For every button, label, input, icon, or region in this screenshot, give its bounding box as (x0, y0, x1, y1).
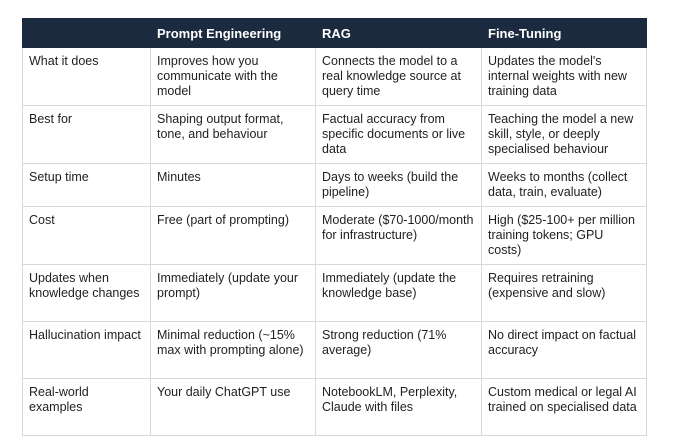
table-row: Hallucination impact Minimal reduction (… (22, 321, 647, 379)
prompt-engineering-cell: Minutes (150, 163, 316, 207)
rag-cell: Connects the model to a real knowledge s… (315, 47, 482, 106)
fine-tuning-cell: Weeks to months (collect data, train, ev… (481, 163, 647, 207)
rag-cell: Days to weeks (build the pipeline) (315, 163, 482, 207)
row-label: What it does (22, 47, 151, 106)
table-row: Real-world examples Your daily ChatGPT u… (22, 378, 647, 436)
header-cell-rag: RAG (315, 18, 482, 48)
row-label: Setup time (22, 163, 151, 207)
fine-tuning-cell: Requires retraining (expensive and slow) (481, 264, 647, 322)
row-label: Best for (22, 105, 151, 164)
table-body: What it does Improves how you communicat… (22, 47, 647, 436)
header-cell-fine-tuning: Fine-Tuning (481, 18, 647, 48)
prompt-engineering-cell: Improves how you communicate with the mo… (150, 47, 316, 106)
header-row: Prompt Engineering RAG Fine-Tuning (22, 18, 647, 48)
prompt-engineering-cell: Free (part of prompting) (150, 206, 316, 265)
rag-cell: Moderate ($70-1000/month for infrastruct… (315, 206, 482, 265)
table-header: Prompt Engineering RAG Fine-Tuning (22, 18, 647, 48)
header-cell-prompt-engineering: Prompt Engineering (150, 18, 316, 48)
prompt-engineering-cell: Immediately (update your prompt) (150, 264, 316, 322)
table-row: What it does Improves how you communicat… (22, 47, 647, 106)
fine-tuning-cell: Custom medical or legal AI trained on sp… (481, 378, 647, 436)
prompt-engineering-cell: Minimal reduction (~15% max with prompti… (150, 321, 316, 379)
row-label: Real-world examples (22, 378, 151, 436)
rag-cell: NotebookLM, Perplexity, Claude with file… (315, 378, 482, 436)
row-label: Hallucination impact (22, 321, 151, 379)
table-row: Best for Shaping output format, tone, an… (22, 105, 647, 164)
table-row: Cost Free (part of prompting) Moderate (… (22, 206, 647, 265)
comparison-table: Prompt Engineering RAG Fine-Tuning What … (22, 18, 647, 436)
table-row: Setup time Minutes Days to weeks (build … (22, 163, 647, 207)
prompt-engineering-cell: Shaping output format, tone, and behavio… (150, 105, 316, 164)
fine-tuning-cell: High ($25-100+ per million training toke… (481, 206, 647, 265)
fine-tuning-cell: Updates the model's internal weights wit… (481, 47, 647, 106)
table-row: Updates when knowledge changes Immediate… (22, 264, 647, 322)
row-label: Cost (22, 206, 151, 265)
fine-tuning-cell: Teaching the model a new skill, style, o… (481, 105, 647, 164)
rag-cell: Immediately (update the knowledge base) (315, 264, 482, 322)
row-label: Updates when knowledge changes (22, 264, 151, 322)
rag-cell: Strong reduction (71% average) (315, 321, 482, 379)
fine-tuning-cell: No direct impact on factual accuracy (481, 321, 647, 379)
header-cell-blank (22, 18, 151, 48)
prompt-engineering-cell: Your daily ChatGPT use (150, 378, 316, 436)
rag-cell: Factual accuracy from specific documents… (315, 105, 482, 164)
